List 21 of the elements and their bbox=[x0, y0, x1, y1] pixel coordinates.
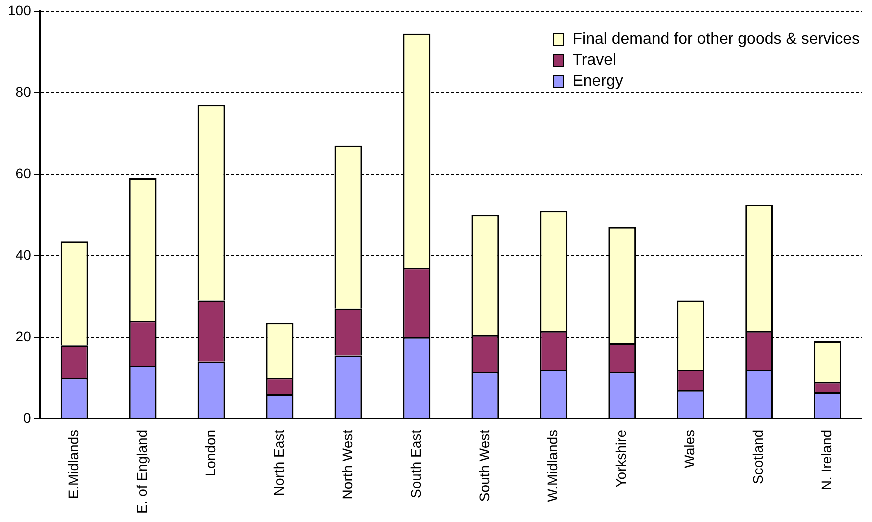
x-tick-label: North East bbox=[270, 430, 287, 496]
legend-label: Energy bbox=[572, 72, 624, 92]
y-tick-label: 60 bbox=[16, 165, 32, 182]
x-tick-label: South East bbox=[408, 430, 424, 498]
y-tick-label: 80 bbox=[16, 84, 32, 100]
x-tick-label: North West bbox=[339, 430, 356, 500]
x-tick-label: E.Midlands bbox=[65, 430, 82, 500]
y-tick-label: 0 bbox=[24, 410, 32, 426]
x-tick-label: W.Midlands bbox=[544, 430, 561, 502]
x-tick-label: Scotland bbox=[750, 430, 766, 484]
y-tick-label: 100 bbox=[8, 2, 32, 18]
x-tick-label: Wales bbox=[682, 430, 698, 468]
x-tick-label: N. Ireland bbox=[818, 430, 835, 491]
legend-label: Final demand for other goods & services bbox=[572, 30, 860, 50]
y-tick-label: 20 bbox=[16, 328, 32, 344]
x-tick-label: South West bbox=[476, 430, 492, 502]
y-tick-label: 40 bbox=[16, 246, 32, 263]
legend-label: Travel bbox=[572, 51, 617, 72]
x-tick-label: E. of England bbox=[134, 430, 150, 514]
x-tick-label: Yorkshire bbox=[613, 430, 630, 488]
x-tick-label: London bbox=[202, 430, 218, 477]
